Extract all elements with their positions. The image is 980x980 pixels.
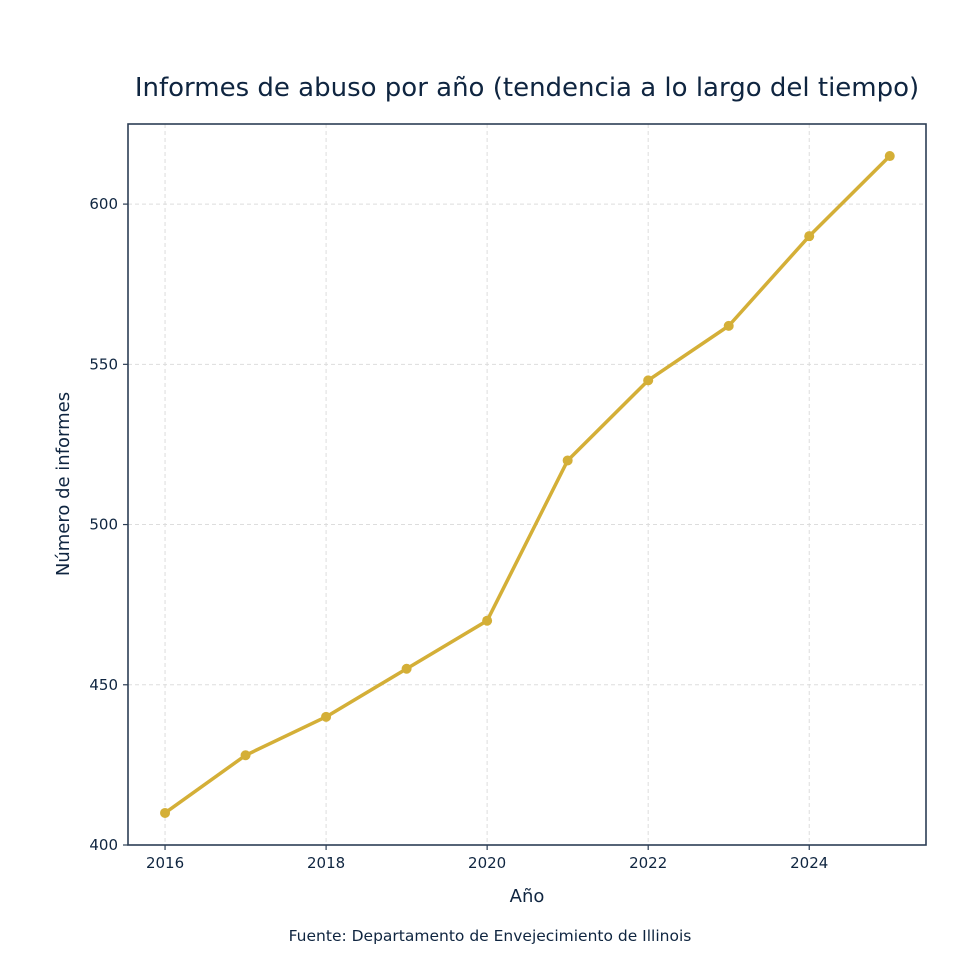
data-point [401,663,412,674]
axes-frame [127,123,927,846]
data-point [482,615,493,626]
x-tick-label: 2024 [790,854,828,872]
data-point [160,807,171,818]
y-axis-ticks: 400 450 500 550 600 [89,195,128,854]
x-axis-ticks: 2016 2018 2020 2022 2024 [146,845,828,872]
x-axis-label: Año [510,886,545,907]
source-note: Fuente: Departamento de Envejecimiento d… [289,927,692,945]
x-tick-label: 2022 [629,854,667,872]
y-tick-label: 500 [89,516,118,534]
y-tick-label: 450 [89,676,118,694]
plot-area [160,151,895,818]
data-point [723,320,734,331]
data-point [884,151,895,162]
data-point [643,375,654,386]
x-tick-label: 2016 [146,854,184,872]
y-tick-label: 400 [89,836,118,854]
grid [128,124,926,846]
y-axis-label: Número de informes [53,392,74,576]
y-tick-label: 600 [89,195,118,213]
data-point [240,750,251,761]
chart-title: Informes de abuso por año (tendencia a l… [135,73,919,103]
y-tick-label: 550 [89,355,118,373]
data-line [164,154,891,815]
data-point [562,455,573,466]
x-tick-label: 2018 [307,854,345,872]
x-tick-label: 2020 [468,854,506,872]
data-point [321,711,332,722]
data-point [804,231,815,242]
